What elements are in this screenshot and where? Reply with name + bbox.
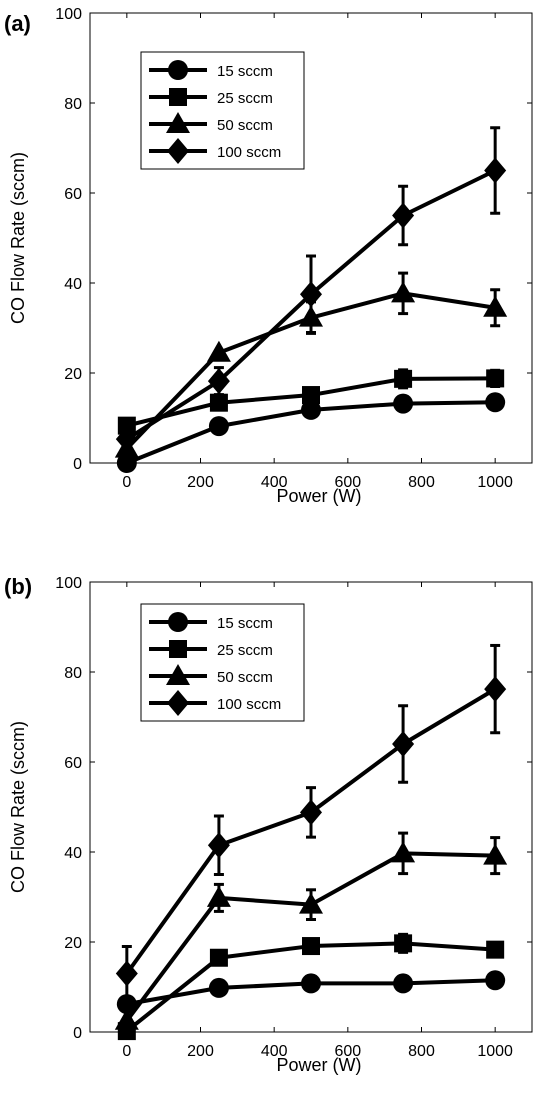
data-point: [392, 731, 415, 757]
legend-marker: [168, 612, 188, 632]
data-point: [301, 399, 321, 420]
data-point: [485, 392, 506, 413]
legend-marker: [166, 664, 190, 685]
data-point: [206, 340, 231, 362]
series-25-sccm: [117, 932, 505, 1041]
legend-label: 15 sccm: [217, 615, 273, 632]
legend-label: 15 sccm: [217, 63, 273, 80]
data-point: [486, 940, 505, 959]
data-point: [300, 799, 322, 826]
data-point: [301, 973, 321, 994]
legend-marker: [167, 138, 189, 164]
data-point: [208, 416, 229, 437]
data-point: [206, 885, 231, 907]
data-point: [484, 157, 507, 184]
series-15-sccm: [116, 970, 506, 1015]
y-tick-label: 40: [64, 276, 82, 293]
series-100-sccm: [115, 643, 507, 1002]
series-50-sccm: [114, 831, 508, 1030]
data-point: [393, 973, 414, 994]
panel-label: (a): [4, 11, 31, 36]
data-point: [117, 416, 136, 435]
y-tick-label: 20: [64, 935, 82, 952]
legend: 15 sccm 25 sccm 50 sccm 100 sccm: [140, 51, 305, 170]
data-point: [394, 934, 413, 953]
x-tick-label: 1000: [477, 474, 513, 491]
x-tick-label: 800: [408, 474, 435, 491]
series-100-sccm: [115, 126, 507, 453]
data-point: [391, 841, 416, 863]
legend-marker: [167, 690, 189, 716]
data-point: [393, 393, 414, 414]
data-point: [394, 369, 413, 388]
data-point: [207, 832, 230, 859]
series-15-sccm: [116, 392, 506, 473]
y-tick-label: 0: [73, 456, 82, 473]
data-point: [114, 1008, 139, 1030]
y-axis-label: CO Flow Rate (sccm): [8, 721, 28, 893]
y-tick-label: 0: [73, 1025, 82, 1042]
data-point: [483, 295, 508, 317]
legend: 15 sccm 25 sccm 50 sccm 100 sccm: [140, 603, 305, 722]
y-tick-label: 60: [64, 755, 82, 772]
data-point: [115, 426, 138, 453]
data-point: [115, 960, 138, 987]
legend-label: 25 sccm: [217, 90, 273, 107]
y-tick-label: 20: [64, 366, 82, 383]
data-point: [391, 281, 416, 303]
data-point: [209, 393, 228, 412]
legend-marker: [166, 112, 190, 133]
y-tick-label: 100: [55, 6, 82, 23]
data-point: [299, 892, 323, 914]
x-tick-label: 0: [122, 1043, 131, 1060]
y-axis-label: CO Flow Rate (sccm): [8, 152, 28, 324]
y-tick-label: 60: [64, 186, 82, 203]
data-point: [484, 676, 507, 703]
legend-label: 100 sccm: [217, 696, 281, 713]
plot-frame: [89, 581, 533, 1033]
x-tick-label: 800: [408, 1043, 435, 1060]
data-point: [302, 386, 320, 405]
legend-marker: [168, 60, 188, 80]
data-point: [486, 369, 505, 388]
x-tick-label: 400: [261, 474, 288, 491]
y-tick-label: 80: [64, 665, 82, 682]
data-point: [207, 368, 230, 395]
legend-label: 25 sccm: [217, 642, 273, 659]
data-point: [483, 843, 508, 865]
y-tick-label: 80: [64, 96, 82, 113]
y-tick-label: 40: [64, 845, 82, 862]
series-25-sccm: [117, 368, 505, 435]
x-tick-label: 200: [187, 474, 214, 491]
y-tick-label: 100: [55, 575, 82, 592]
plot-frame: [89, 12, 533, 464]
x-tick-label: 200: [187, 1043, 214, 1060]
x-axis-label: Power (W): [277, 486, 362, 506]
legend-label: 100 sccm: [217, 144, 281, 161]
panel-label: (b): [4, 574, 32, 599]
data-point: [300, 281, 322, 308]
legend-marker: [169, 640, 187, 658]
x-axis-label: Power (W): [277, 1055, 362, 1075]
x-tick-label: 400: [261, 1043, 288, 1060]
data-point: [209, 948, 228, 967]
x-tick-label: 0: [122, 474, 131, 491]
x-tick-label: 1000: [477, 1043, 513, 1060]
data-point: [208, 977, 229, 998]
legend-marker: [169, 88, 187, 106]
chart-panel-b: 0 200 400 600 800 1000 0 20 40 60 80 100 Power (W) CO…: [4, 574, 533, 1075]
x-tick-label: 600: [334, 1043, 361, 1060]
data-point: [485, 970, 506, 991]
legend-label: 50 sccm: [217, 669, 273, 686]
data-point: [116, 453, 137, 473]
data-point: [302, 937, 320, 956]
legend-label: 50 sccm: [217, 117, 273, 134]
x-tick-label: 600: [334, 474, 361, 491]
chart-panel-a: 0 200 400 600 800 1000 0 20 40 60 80 100 Power (W) CO…: [4, 6, 533, 506]
data-point: [392, 202, 415, 229]
